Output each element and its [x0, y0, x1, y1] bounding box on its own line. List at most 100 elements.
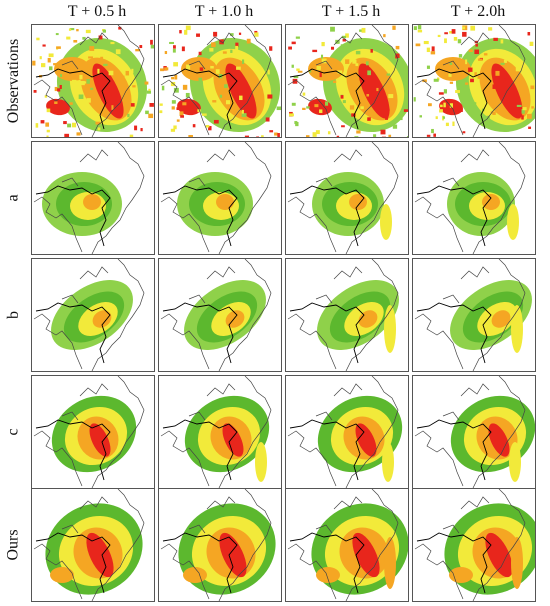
precip-blob — [485, 532, 513, 578]
precip-speckle — [288, 46, 292, 50]
precip-speckle — [296, 68, 300, 71]
precip-speckle — [71, 122, 77, 128]
precip-speckle — [150, 44, 154, 49]
region-border — [35, 532, 111, 594]
coastline — [61, 32, 109, 70]
precip-speckle — [471, 102, 477, 105]
map-panel — [412, 141, 536, 255]
precip-speckle — [89, 46, 95, 51]
precip-speckle — [291, 64, 294, 68]
precip-speckle — [42, 44, 46, 47]
precip-speckle — [341, 125, 345, 128]
precip-blob — [435, 57, 471, 81]
coastline — [414, 489, 526, 601]
precip-speckle — [431, 46, 435, 52]
radar-map — [160, 259, 272, 371]
precip-blob — [384, 305, 396, 353]
coastline — [160, 259, 272, 371]
precip-speckle — [433, 133, 436, 137]
coastline — [160, 376, 272, 488]
precip-speckle — [366, 61, 369, 67]
precip-speckle — [73, 39, 78, 43]
precip-speckle — [288, 113, 294, 117]
precip-speckle — [39, 56, 42, 60]
precip-speckle — [366, 94, 370, 97]
precip-speckle — [449, 81, 454, 84]
precip-speckle — [100, 56, 104, 61]
column-title-2: T + 1.5 h — [321, 3, 381, 20]
precip-speckle — [193, 92, 196, 96]
precip-speckle — [359, 103, 365, 108]
region-border — [162, 419, 238, 481]
precip-blob — [308, 57, 344, 81]
map-panel — [285, 258, 409, 372]
precip-speckle — [146, 90, 152, 94]
row-label-2: b — [5, 311, 22, 319]
coastline — [287, 25, 399, 137]
precip-blob — [488, 423, 510, 457]
precip-blob — [219, 532, 247, 578]
precip-speckle — [443, 89, 447, 94]
precip-speckle — [115, 49, 121, 55]
radar-map — [160, 489, 276, 601]
precip-speckle — [295, 121, 299, 127]
precip-speckle — [295, 36, 300, 39]
precip-speckle — [527, 32, 531, 36]
precip-speckle — [293, 75, 299, 79]
coastline — [442, 383, 490, 421]
precip-speckle — [270, 110, 273, 113]
precip-blob — [482, 194, 500, 210]
precip-speckle — [210, 65, 214, 69]
map-panel — [412, 488, 536, 602]
precip-speckle — [422, 79, 427, 83]
precip-speckle — [211, 42, 216, 48]
precip-blob — [216, 194, 234, 210]
precip-blob — [491, 310, 511, 328]
precip-speckle — [224, 84, 228, 88]
precip-speckle — [76, 95, 80, 101]
row-label-0: Observations — [5, 38, 22, 124]
precip-speckle — [261, 135, 264, 137]
precip-speckle — [501, 78, 506, 83]
precip-speckle — [176, 119, 180, 122]
precip-speckle — [79, 80, 85, 86]
coastline — [414, 259, 526, 371]
precip-speckle — [40, 120, 45, 124]
precip-speckle — [171, 106, 175, 110]
precip-speckle — [355, 63, 359, 67]
radar-map — [287, 489, 408, 601]
precip-speckle — [426, 134, 431, 137]
radar-map — [287, 376, 403, 488]
precip-speckle — [102, 29, 107, 33]
precip-speckle — [80, 100, 84, 106]
region-border — [289, 419, 365, 481]
region-border — [416, 68, 492, 130]
coastline — [188, 149, 236, 187]
precip-speckle — [69, 102, 73, 105]
precip-speckle — [465, 59, 468, 65]
precip-speckle — [89, 83, 93, 87]
precip-speckle — [276, 106, 281, 111]
precip-speckle — [170, 81, 176, 87]
precip-speckle — [48, 66, 53, 71]
precip-speckle — [213, 31, 218, 37]
precip-speckle — [161, 85, 165, 91]
coastline — [287, 259, 399, 371]
precip-blob — [92, 310, 112, 328]
radar-map — [160, 376, 272, 488]
precip-speckle — [457, 80, 463, 84]
precip-speckle — [477, 74, 481, 79]
region-border — [416, 302, 492, 364]
precip-speckle — [48, 53, 54, 58]
radar-map — [287, 259, 399, 371]
coastline — [442, 266, 490, 304]
precip-speckle — [324, 101, 329, 106]
precip-speckle — [269, 130, 274, 133]
precip-speckle — [47, 57, 51, 63]
precip-blob — [222, 423, 244, 457]
precip-speckle — [419, 115, 422, 118]
region-border — [162, 185, 238, 247]
precip-speckle — [111, 105, 114, 110]
radar-map — [287, 25, 408, 137]
precip-speckle — [427, 103, 432, 107]
